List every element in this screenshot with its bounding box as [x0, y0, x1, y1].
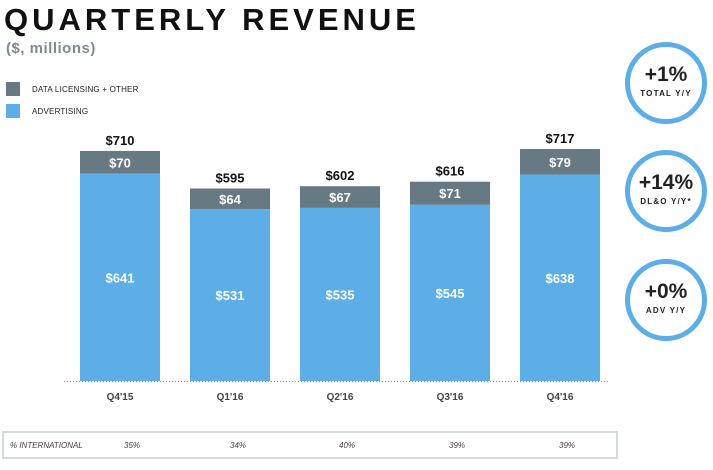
callout-adv-value: +0% — [644, 280, 688, 303]
international-value-q1-16: 34% — [230, 441, 247, 450]
international-value-q4-15: 35% — [124, 441, 141, 450]
legend-swatch-advertising — [6, 104, 20, 118]
data-label-data-licensing: $71 — [439, 186, 461, 201]
data-label-advertising: $641 — [106, 270, 135, 285]
data-label-advertising: $638 — [546, 271, 575, 286]
data-label-total: $717 — [546, 131, 575, 146]
legend-item-data-licensing: DATA LICENSING + OTHER — [6, 82, 139, 96]
legend-label-data-licensing: DATA LICENSING + OTHER — [32, 84, 139, 94]
international-value-q2-16: 40% — [339, 441, 356, 450]
bar-data-licensing — [80, 150, 160, 174]
callout-total-value: +1% — [644, 63, 688, 86]
callout-adv-yy: +0% ADV Y/Y — [625, 259, 707, 341]
callout-dlo-value: +14% — [638, 171, 694, 194]
legend: DATA LICENSING + OTHER ADVERTISING — [6, 82, 139, 126]
bar-data-licensing — [520, 149, 600, 175]
chart-title: QUARTERLY REVENUE — [4, 2, 420, 37]
x-tick-label: Q1'16 — [217, 392, 244, 403]
international-value-q4-16: 39% — [559, 441, 576, 450]
data-label-total: $710 — [106, 133, 135, 148]
legend-swatch-data-licensing — [6, 82, 20, 96]
bar-data-licensing — [300, 186, 380, 208]
bar-data-licensing — [410, 181, 490, 205]
x-tick-label: Q3'16 — [437, 392, 464, 403]
callout-total-yy: +1% TOTAL Y/Y — [625, 42, 707, 124]
bar-advertising — [80, 173, 160, 381]
data-label-advertising: $535 — [326, 287, 355, 302]
legend-item-advertising: ADVERTISING — [6, 104, 139, 118]
data-label-data-licensing: $67 — [329, 190, 351, 205]
callout-dlo-yy: +14% DL&O Y/Y* — [625, 150, 707, 232]
data-label-total: $616 — [436, 164, 465, 179]
bar-advertising — [410, 204, 490, 381]
international-row: % INTERNATIONAL 35% 34% 40% 39% 39% — [2, 431, 618, 459]
data-label-advertising: $531 — [216, 288, 245, 303]
data-label-data-licensing: $64 — [219, 192, 241, 207]
international-label: % INTERNATIONAL — [10, 441, 83, 450]
callout-adv-label: ADV Y/Y — [645, 306, 687, 315]
data-label-data-licensing: $79 — [549, 155, 571, 170]
international-value-q3-16: 39% — [449, 441, 466, 450]
bar-data-licensing — [190, 188, 270, 210]
data-label-total: $602 — [326, 168, 355, 183]
x-tick-label: Q4'15 — [107, 392, 134, 403]
x-tick-label: Q2'16 — [327, 392, 354, 403]
bar-advertising — [520, 174, 600, 381]
data-label-total: $595 — [216, 170, 245, 185]
stacked-bar-chart: $641 $70 $710 Q4'15 $531 $64 $595 Q1'16 $535 $67 $… — [64, 131, 610, 403]
data-label-advertising: $545 — [436, 286, 465, 301]
chart-subtitle: ($, millions) — [6, 40, 96, 57]
callout-total-label: TOTAL Y/Y — [640, 89, 692, 98]
callout-dlo-label: DL&O Y/Y* — [640, 197, 692, 206]
bar-advertising — [190, 209, 270, 381]
x-tick-label: Q4'16 — [547, 392, 574, 403]
data-label-data-licensing: $70 — [109, 155, 131, 170]
bar-advertising — [300, 207, 380, 381]
legend-label-advertising: ADVERTISING — [32, 106, 89, 116]
